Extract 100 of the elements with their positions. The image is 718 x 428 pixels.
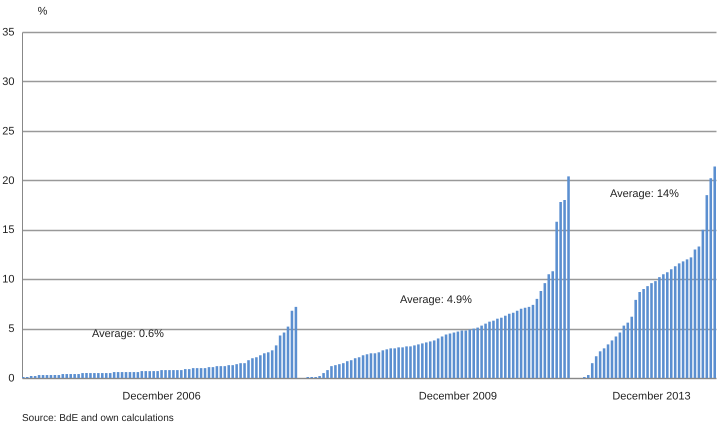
bar [255, 357, 258, 378]
bar [112, 372, 116, 378]
bar [464, 330, 468, 378]
y-axis-title: % [38, 6, 48, 18]
bar [334, 365, 337, 378]
bar [385, 349, 388, 378]
bar [176, 370, 179, 378]
bar [259, 355, 262, 378]
bar [358, 357, 360, 378]
bar [132, 372, 136, 378]
bar [46, 375, 48, 378]
bar [294, 306, 298, 378]
bar [378, 352, 380, 378]
bar [354, 358, 356, 378]
bar [428, 341, 432, 378]
y-tick-label: 5 [8, 323, 14, 336]
bar [646, 286, 649, 378]
bar [156, 371, 159, 378]
bar [93, 373, 96, 378]
source-note: Source: BdE and own calculations [22, 413, 174, 424]
bar [366, 354, 368, 378]
bar [682, 261, 684, 378]
bar [362, 355, 364, 378]
bar [350, 360, 353, 378]
bar [89, 373, 92, 378]
y-tick-label: 10 [2, 274, 14, 286]
bar [65, 374, 68, 378]
bar [136, 372, 140, 378]
bar [42, 375, 44, 378]
bar [342, 363, 345, 378]
y-tick-label: 25 [2, 125, 14, 138]
bar [124, 372, 128, 378]
bar [208, 367, 210, 378]
bar [85, 373, 88, 378]
bar [220, 366, 222, 378]
bar [192, 368, 194, 378]
bar [239, 363, 242, 378]
bar [602, 348, 606, 378]
bar [38, 375, 40, 378]
bar [456, 332, 460, 378]
bar [614, 336, 618, 378]
bar [128, 372, 132, 378]
bar [212, 367, 214, 378]
bar [504, 316, 507, 378]
y-tick-label: 15 [2, 224, 14, 236]
bar [77, 374, 80, 378]
bar [152, 371, 155, 378]
bar [200, 368, 202, 378]
bar [104, 373, 108, 378]
bar [650, 283, 653, 378]
bar [180, 370, 183, 378]
bar [290, 310, 294, 378]
bar [216, 366, 218, 378]
bar [144, 371, 148, 378]
bar [496, 318, 499, 378]
bar [401, 347, 404, 378]
y-tick-label: 30 [2, 76, 14, 88]
bar [97, 373, 100, 378]
bar [559, 202, 562, 378]
bar [567, 176, 570, 378]
bar [164, 370, 167, 378]
bar [678, 263, 680, 378]
bar [440, 336, 444, 378]
bar [666, 272, 669, 378]
bar [346, 361, 349, 378]
bar [397, 347, 400, 378]
bar [50, 375, 52, 378]
bar [492, 320, 495, 378]
bar [598, 351, 602, 378]
bar [116, 372, 120, 378]
bar [326, 370, 329, 378]
bar [231, 365, 234, 378]
bar [480, 326, 483, 378]
bar [160, 370, 163, 378]
bar [417, 344, 420, 378]
bar [108, 373, 112, 378]
bar [140, 371, 144, 378]
bar [120, 372, 124, 378]
y-tick-label: 20 [2, 174, 14, 187]
bar [484, 324, 487, 378]
bar [524, 308, 526, 378]
bar [686, 259, 688, 378]
bar [168, 370, 171, 378]
bar [204, 368, 206, 378]
bar [421, 343, 424, 378]
bar [247, 360, 250, 378]
bar [243, 363, 246, 378]
bar [694, 249, 696, 378]
bar [638, 292, 641, 378]
y-tick-label: 0 [8, 372, 14, 384]
bar [196, 368, 198, 378]
bar [374, 353, 376, 378]
bar [405, 346, 408, 378]
bar [528, 306, 530, 378]
bar [425, 342, 428, 378]
bar [642, 289, 645, 378]
bar [448, 334, 452, 378]
annotation: Average: 14% [610, 188, 680, 200]
bar [382, 350, 384, 378]
bar [322, 373, 325, 378]
